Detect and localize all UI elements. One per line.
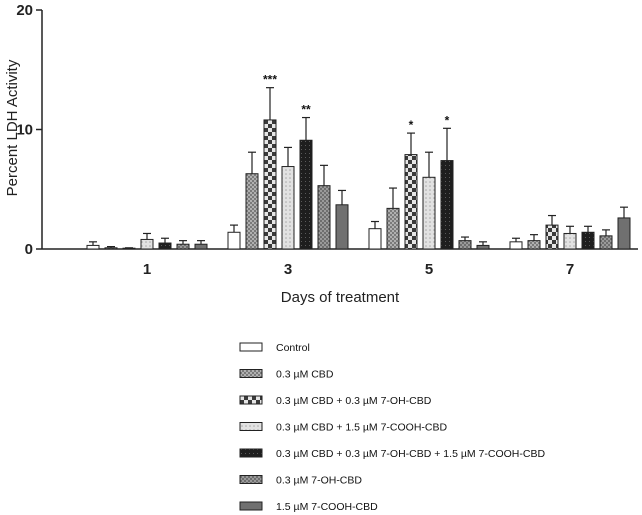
legend-label-6: 1.5 µM 7-COOH-CBD <box>276 501 378 513</box>
legend-swatch-1 <box>239 369 263 378</box>
x-tick-label: 3 <box>284 261 292 278</box>
x-tick-label: 7 <box>566 261 574 278</box>
legend-label-1: 0.3 µM CBD <box>276 369 334 381</box>
bar-series-3-day-1 <box>140 238 154 250</box>
bar-series-6-day-7 <box>617 217 631 250</box>
legend-swatch-2 <box>239 395 263 405</box>
bar-series-2-day-7 <box>545 224 559 250</box>
y-tick-label: 10 <box>16 122 33 139</box>
legend-swatch-0 <box>239 342 263 352</box>
bar-series-0-day-7 <box>509 241 523 250</box>
legend-swatch-6 <box>239 501 263 511</box>
bar-series-5-day-3 <box>317 185 331 250</box>
bars-group: ****** * <box>86 73 631 250</box>
y-tick-label: 0 <box>25 241 33 258</box>
y-axis-title: Percent LDH Activity <box>4 59 21 196</box>
bar-series-4-day-5 <box>440 160 454 250</box>
legend-label-4: 0.3 µM CBD + 0.3 µM 7-OH-CBD + 1.5 µM 7-… <box>276 448 545 460</box>
bar-series-0-day-5 <box>368 228 382 250</box>
bar-series-5-day-7 <box>599 235 613 250</box>
bar-series-2-day-3 <box>263 119 277 250</box>
legend-swatch-3 <box>239 422 263 431</box>
legend-swatch-4 <box>239 448 263 458</box>
significance-label: * <box>445 113 450 127</box>
bar-series-3-day-3 <box>281 166 295 250</box>
bar-series-1-day-3 <box>245 173 259 250</box>
bar-series-6-day-5 <box>476 244 490 250</box>
bar-series-3-day-5 <box>422 176 436 250</box>
legend: Control 0.3 µM CBD 0.3 µM CBD + 0.3 µM 7-O… <box>239 342 545 513</box>
bar-series-2-day-5 <box>404 154 418 250</box>
bar-series-4-day-7 <box>581 231 595 250</box>
significance-label: * <box>409 118 414 132</box>
x-tick-label: 1 <box>143 261 151 278</box>
x-axis-title: Days of treatment <box>281 289 400 306</box>
significance-label: *** <box>263 73 277 87</box>
bar-series-5-day-5 <box>458 240 472 250</box>
bar-series-3-day-7 <box>563 232 577 250</box>
bar-series-1-day-5 <box>386 207 400 250</box>
bar-series-4-day-1 <box>158 242 172 250</box>
bar-series-4-day-3 <box>299 139 313 250</box>
legend-label-5: 0.3 µM 7-OH-CBD <box>276 475 362 487</box>
bar-series-6-day-1 <box>194 243 208 250</box>
bar-series-5-day-1 <box>176 243 190 250</box>
bar-series-6-day-3 <box>335 204 349 250</box>
legend-label-3: 0.3 µM CBD + 1.5 µM 7-COOH-CBD <box>276 422 448 434</box>
legend-label-0: Control <box>276 342 310 354</box>
bar-series-0-day-1 <box>86 244 100 250</box>
y-tick-label: 20 <box>16 2 33 19</box>
bar-series-0-day-3 <box>227 231 241 250</box>
legend-label-2: 0.3 µM CBD + 0.3 µM 7-OH-CBD <box>276 395 432 407</box>
significance-label: ** <box>301 103 311 117</box>
bar-series-1-day-7 <box>527 240 541 250</box>
x-tick-label: 5 <box>425 261 433 278</box>
bar-series-1-day-1 <box>104 247 118 250</box>
legend-swatch-5 <box>239 475 263 484</box>
